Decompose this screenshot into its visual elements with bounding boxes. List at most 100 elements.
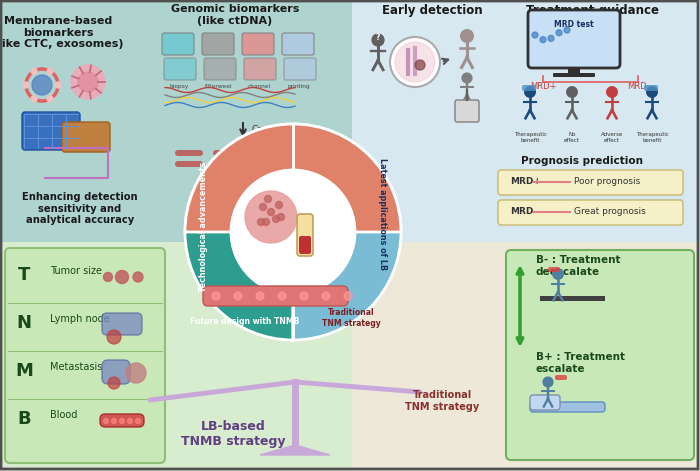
Wedge shape: [185, 124, 401, 232]
Text: Technological advancements: Technological advancements: [199, 162, 209, 292]
Circle shape: [647, 87, 657, 97]
Circle shape: [262, 219, 270, 226]
Text: Traditional
TNM strategy: Traditional TNM strategy: [405, 390, 480, 412]
FancyBboxPatch shape: [175, 150, 203, 156]
FancyBboxPatch shape: [528, 10, 620, 68]
Circle shape: [32, 75, 52, 95]
Text: filterweel: filterweel: [205, 84, 233, 89]
FancyBboxPatch shape: [530, 402, 605, 412]
FancyBboxPatch shape: [506, 250, 694, 460]
Text: Therapeutic
benefit: Therapeutic benefit: [514, 132, 547, 143]
FancyBboxPatch shape: [644, 85, 658, 91]
Circle shape: [564, 27, 570, 33]
Circle shape: [234, 292, 242, 300]
Text: Tumor size: Tumor size: [50, 266, 102, 276]
Text: Therapeutic
benefit: Therapeutic benefit: [636, 132, 668, 143]
Text: Latest applications of LB: Latest applications of LB: [377, 158, 386, 270]
FancyBboxPatch shape: [5, 248, 165, 463]
Text: channel: channel: [247, 84, 271, 89]
Circle shape: [31, 68, 37, 74]
Circle shape: [231, 170, 355, 294]
FancyBboxPatch shape: [352, 242, 700, 471]
Circle shape: [258, 219, 265, 226]
Text: Blood: Blood: [50, 410, 78, 420]
FancyBboxPatch shape: [242, 33, 274, 55]
Circle shape: [525, 87, 536, 97]
FancyBboxPatch shape: [175, 161, 203, 167]
FancyBboxPatch shape: [213, 150, 241, 156]
Text: B- : Treatment
deescalate: B- : Treatment deescalate: [536, 255, 620, 276]
Text: MRD-: MRD-: [510, 208, 538, 217]
Circle shape: [607, 87, 617, 97]
Text: B+ : Treatment
escalate: B+ : Treatment escalate: [536, 352, 625, 374]
FancyBboxPatch shape: [244, 58, 276, 80]
FancyBboxPatch shape: [162, 33, 194, 55]
Polygon shape: [260, 445, 330, 455]
Circle shape: [553, 269, 564, 279]
FancyBboxPatch shape: [568, 67, 580, 74]
FancyBboxPatch shape: [0, 242, 352, 471]
Text: biopsy: biopsy: [169, 84, 189, 89]
Circle shape: [126, 363, 146, 383]
Circle shape: [31, 96, 37, 102]
Text: T: T: [18, 266, 30, 284]
Circle shape: [390, 37, 440, 87]
FancyBboxPatch shape: [100, 414, 144, 427]
Text: Traditional
TNM strategy: Traditional TNM strategy: [321, 309, 380, 328]
Circle shape: [104, 419, 108, 423]
Text: Genomic biomarkers
(like ctDNA): Genomic biomarkers (like ctDNA): [171, 4, 299, 25]
Text: ?: ?: [376, 32, 380, 41]
Circle shape: [136, 419, 141, 423]
Circle shape: [372, 34, 384, 46]
Circle shape: [276, 202, 283, 209]
Circle shape: [212, 292, 220, 300]
Circle shape: [278, 292, 286, 300]
FancyBboxPatch shape: [530, 395, 560, 410]
Text: MRD+: MRD+: [510, 178, 541, 187]
Circle shape: [120, 419, 125, 423]
Circle shape: [543, 377, 553, 387]
Circle shape: [108, 377, 120, 389]
Circle shape: [556, 30, 562, 36]
FancyBboxPatch shape: [204, 58, 236, 80]
Text: MRD-: MRD-: [626, 82, 650, 91]
FancyBboxPatch shape: [498, 200, 683, 225]
FancyBboxPatch shape: [62, 122, 110, 152]
Circle shape: [116, 270, 129, 284]
Circle shape: [277, 213, 284, 220]
FancyBboxPatch shape: [102, 360, 130, 384]
FancyBboxPatch shape: [522, 85, 536, 91]
FancyBboxPatch shape: [203, 286, 348, 306]
FancyBboxPatch shape: [284, 58, 316, 80]
FancyBboxPatch shape: [553, 73, 595, 77]
Text: Future design with TNMB: Future design with TNMB: [190, 317, 300, 325]
FancyBboxPatch shape: [202, 33, 234, 55]
Circle shape: [78, 72, 98, 92]
Circle shape: [127, 419, 132, 423]
Text: N: N: [17, 314, 32, 332]
Text: M: M: [15, 362, 33, 380]
Text: Early detection: Early detection: [382, 4, 482, 17]
Circle shape: [256, 292, 264, 300]
FancyBboxPatch shape: [0, 0, 352, 242]
Circle shape: [344, 292, 352, 300]
Circle shape: [272, 216, 279, 222]
Circle shape: [55, 82, 61, 88]
FancyBboxPatch shape: [213, 161, 241, 167]
Text: Enhancing detection
sensitivity and
analytical accuracy: Enhancing detection sensitivity and anal…: [22, 192, 138, 225]
Wedge shape: [185, 124, 293, 340]
Wedge shape: [293, 124, 401, 340]
Circle shape: [245, 191, 297, 243]
Circle shape: [267, 209, 274, 216]
FancyBboxPatch shape: [540, 296, 605, 301]
FancyBboxPatch shape: [22, 112, 80, 150]
FancyBboxPatch shape: [352, 0, 700, 242]
FancyBboxPatch shape: [282, 33, 314, 55]
Circle shape: [107, 330, 121, 344]
FancyBboxPatch shape: [251, 161, 279, 167]
FancyBboxPatch shape: [164, 58, 196, 80]
Text: Membrane-based
biomarkers
(like CTC, exosomes): Membrane-based biomarkers (like CTC, exo…: [0, 16, 123, 49]
Circle shape: [133, 272, 143, 282]
Circle shape: [23, 82, 29, 88]
FancyBboxPatch shape: [498, 170, 683, 195]
